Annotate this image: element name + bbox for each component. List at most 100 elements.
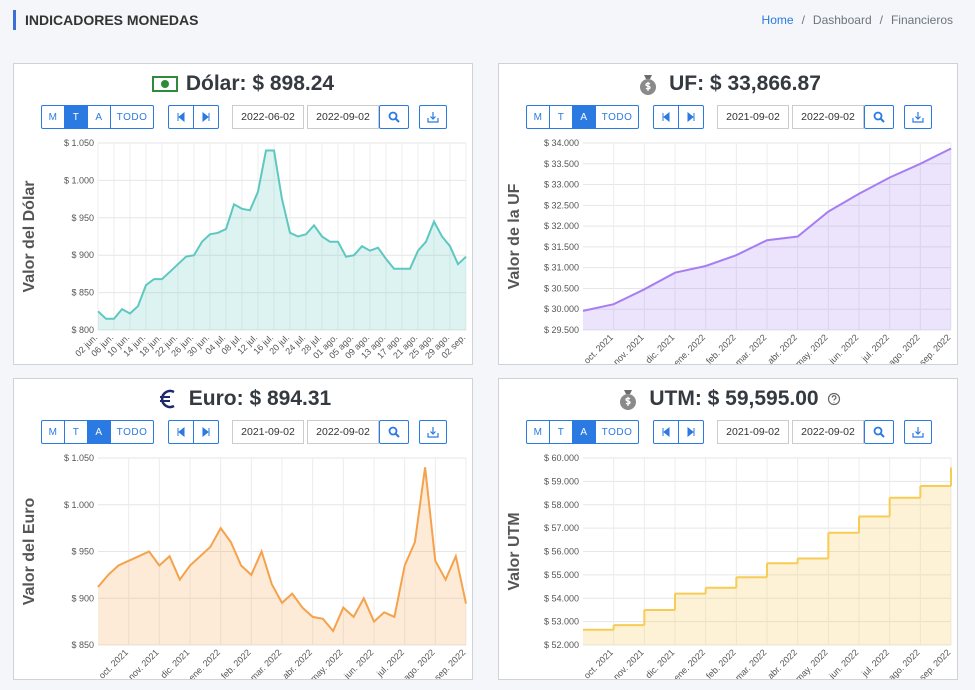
- y-tick-label: $ 33.500: [544, 159, 579, 169]
- next-button[interactable]: [679, 421, 703, 443]
- title-text: Euro: $ 894.31: [188, 387, 332, 410]
- panel-title: UF: $ 33,866.87: [499, 72, 957, 96]
- range-button[interactable]: A: [573, 421, 596, 443]
- x-tick-label: ene. 2022: [672, 647, 707, 679]
- y-tick-label: $ 950: [71, 213, 94, 223]
- y-tick-label: $ 55.000: [544, 570, 579, 580]
- range-button[interactable]: T: [65, 421, 88, 443]
- area-fill: [98, 150, 466, 330]
- date-to[interactable]: 2022-09-02: [307, 105, 379, 129]
- title-text: UTM: $ 59,595.00: [649, 387, 819, 410]
- search-button[interactable]: [379, 420, 409, 444]
- y-tick-label: $ 950: [71, 547, 94, 557]
- icon-shape: [202, 427, 210, 437]
- download-button[interactable]: [419, 105, 447, 129]
- range-button[interactable]: T: [65, 106, 88, 128]
- range-button[interactable]: TODO: [116, 111, 148, 123]
- chart: Valor del Euro $ 850 $ 900 $ 950 $ 1.000 $ 1.…: [21, 453, 467, 679]
- x-tick-label: feb. 2022: [704, 647, 738, 679]
- search-button[interactable]: [864, 105, 894, 129]
- date-to[interactable]: 2022-09-02: [792, 105, 864, 129]
- date-from[interactable]: 2021-09-02: [717, 420, 789, 444]
- icon-shape: [394, 117, 400, 123]
- icon: [202, 112, 210, 122]
- range-button[interactable]: M: [527, 106, 550, 128]
- icon-shape: [388, 111, 398, 121]
- x-tick-label: mar. 2022: [248, 647, 283, 679]
- nav-buttons: [653, 420, 704, 444]
- panel-title: Euro: $ 894.31: [14, 387, 472, 411]
- x-tick-label: mar. 2022: [733, 647, 768, 679]
- range-button[interactable]: TODO: [601, 111, 633, 123]
- chart: Valor de la UF $ 29.500 $ 30.000 $ 30.500 $ …: [506, 138, 952, 364]
- range-button[interactable]: A: [88, 106, 111, 128]
- range-button[interactable]: M: [527, 421, 550, 443]
- prev-button[interactable]: [169, 421, 194, 443]
- next-button[interactable]: [194, 421, 218, 443]
- x-tick-label: sep. 2022: [917, 647, 952, 679]
- prev-button[interactable]: [654, 106, 679, 128]
- breadcrumb-item[interactable]: Dashboard: [812, 13, 872, 27]
- icon-shape: [159, 396, 170, 402]
- y-tick-label: $ 31.500: [544, 242, 579, 252]
- date-to[interactable]: 2022-09-02: [792, 420, 864, 444]
- range-button[interactable]: TODO: [116, 426, 148, 438]
- icon-shape: [912, 427, 924, 438]
- icon: [912, 112, 924, 123]
- step-area: [583, 629, 614, 645]
- x-tick-label: sep. 2022: [917, 332, 952, 364]
- icon-shape: [160, 80, 169, 88]
- download-button[interactable]: [904, 105, 932, 129]
- download-button[interactable]: [904, 420, 932, 444]
- x-tick-label: feb. 2022: [219, 647, 253, 679]
- date-from[interactable]: 2022-06-02: [232, 105, 304, 129]
- date-to[interactable]: 2022-09-02: [307, 420, 379, 444]
- range-buttons: M T A TODO: [526, 420, 639, 444]
- date-from[interactable]: 2021-09-02: [232, 420, 304, 444]
- prev-button[interactable]: [169, 106, 194, 128]
- x-tick-label: dic. 2021: [159, 647, 192, 679]
- download-button[interactable]: [419, 420, 447, 444]
- y-tick-label: $ 33.000: [544, 180, 579, 190]
- x-tick-label: jul. 2022: [859, 332, 891, 364]
- icon-shape: [873, 426, 883, 436]
- next-button[interactable]: [194, 106, 218, 128]
- search-button[interactable]: [864, 420, 894, 444]
- x-tick-label: jun. 2022: [826, 332, 860, 364]
- range-button[interactable]: A: [88, 421, 111, 443]
- step-area: [920, 486, 951, 645]
- breadcrumb-item[interactable]: Home: [761, 13, 794, 27]
- help-icon[interactable]: [827, 392, 841, 406]
- icon-shape: [831, 395, 837, 403]
- page-title: INDICADORES MONEDAS: [13, 10, 198, 30]
- range-button[interactable]: A: [573, 106, 596, 128]
- x-tick-label: nov. 2021: [611, 647, 646, 679]
- icon-shape: [427, 112, 439, 123]
- y-tick-label: $ 1.050: [64, 453, 94, 463]
- date-from[interactable]: 2021-09-02: [717, 105, 789, 129]
- line: [97, 467, 467, 633]
- panel-title: UTM: $ 59,595.00: [499, 387, 957, 411]
- icon: [620, 390, 637, 410]
- area-fill: [98, 467, 466, 645]
- x-tick-label: oct. 2021: [97, 647, 130, 679]
- icon: [687, 112, 695, 122]
- range-button[interactable]: M: [42, 106, 65, 128]
- range-button[interactable]: M: [42, 421, 65, 443]
- icon: [662, 112, 670, 122]
- range-button[interactable]: T: [550, 421, 573, 443]
- y-tick-label: $ 59.000: [544, 476, 579, 486]
- range-buttons: M T A TODO: [41, 420, 154, 444]
- search-button[interactable]: [379, 105, 409, 129]
- next-button[interactable]: [679, 106, 703, 128]
- range-button[interactable]: T: [550, 106, 573, 128]
- step-area: [705, 587, 737, 645]
- breadcrumb-item: Financieros: [890, 13, 953, 27]
- range-button[interactable]: TODO: [601, 426, 633, 438]
- icon: [177, 427, 185, 437]
- prev-button[interactable]: [654, 421, 679, 443]
- icon-shape: [394, 432, 400, 438]
- y-tick-label: $ 57.000: [544, 523, 579, 533]
- icon-shape: [687, 112, 695, 122]
- y-axis-title: Valor de la UF: [506, 183, 523, 289]
